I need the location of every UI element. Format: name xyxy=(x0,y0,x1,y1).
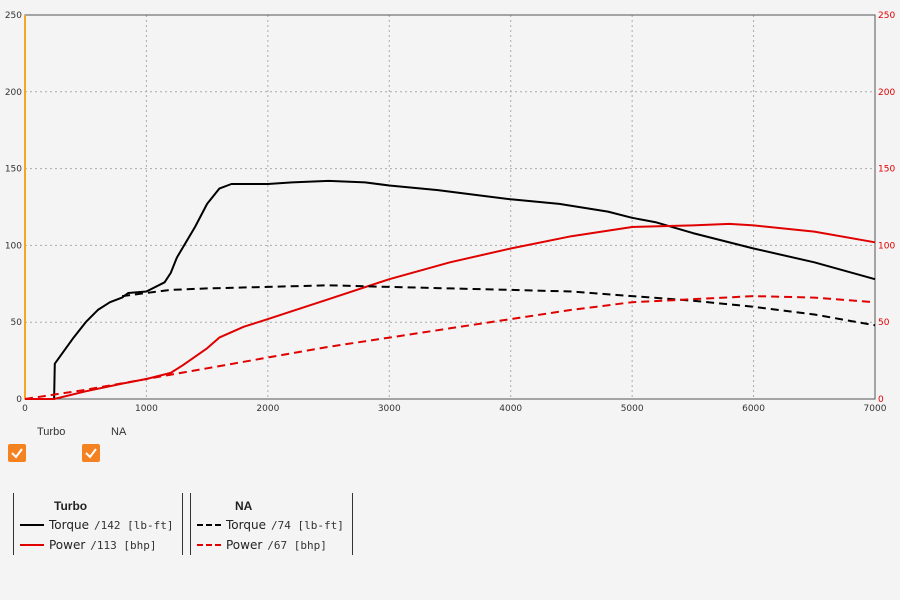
legend-turbo-power: Power /113 [bhp] xyxy=(20,537,157,553)
toggle-turbo-label: Turbo xyxy=(37,426,66,438)
plot-frame xyxy=(24,14,876,400)
legend-series-name: Power xyxy=(49,538,86,552)
x-tick-label: 4000 xyxy=(499,404,522,414)
legend-turbo-title: Turbo xyxy=(54,499,88,513)
legend-series-name: Power xyxy=(226,538,263,552)
turbo-power-line xyxy=(25,222,876,400)
y-right-tick-label: 250 xyxy=(878,11,895,21)
legend-swatch xyxy=(20,524,44,526)
left-band-marker[interactable] xyxy=(24,15,26,399)
x-tick-label: 5000 xyxy=(621,404,644,414)
y-right-tick-label: 200 xyxy=(878,88,895,98)
x-tick-label: 0 xyxy=(22,404,28,414)
checkmark-icon xyxy=(85,448,97,459)
legend-series-value: /113 [bhp] xyxy=(90,538,157,552)
x-tick-label: 6000 xyxy=(742,404,765,414)
series-toggles: Turbo NA xyxy=(0,422,200,472)
y-left-tick-label: 200 xyxy=(5,88,22,98)
y-right-tick-label: 100 xyxy=(878,241,895,251)
y-right-tick-label: 50 xyxy=(878,318,890,328)
legend-turbo-torque: Torque /142 [lb-ft] xyxy=(20,517,173,533)
legend-swatch xyxy=(197,524,221,526)
toggle-na-label: NA xyxy=(111,426,127,438)
x-tick-label: 1000 xyxy=(135,404,158,414)
grid xyxy=(25,15,875,399)
y-left-tick-label: 0 xyxy=(16,395,22,405)
legend-swatch xyxy=(197,544,221,546)
y-right-tick-label: 150 xyxy=(878,165,895,175)
x-tick-label: 2000 xyxy=(256,404,279,414)
turbo-torque-line xyxy=(25,179,876,400)
y-left-tick-label: 50 xyxy=(11,318,23,328)
legend-turbo: Turbo Torque /142 [lb-ft] Power /113 [bh… xyxy=(13,493,183,555)
na-power-line xyxy=(24,295,876,400)
y-left-tick-label: 250 xyxy=(5,11,22,21)
na-checkbox[interactable] xyxy=(82,444,100,462)
na-torque-line xyxy=(121,284,876,327)
legend-series-value: /74 [lb-ft] xyxy=(270,518,344,532)
series-layer xyxy=(24,179,876,400)
turbo-checkbox[interactable] xyxy=(8,444,26,462)
y-left-tick-label: 150 xyxy=(5,165,22,175)
x-tick-label: 3000 xyxy=(378,404,401,414)
x-tick-label: 7000 xyxy=(864,404,887,414)
legend-swatch xyxy=(20,544,44,546)
legend-na-power: Power /67 [bhp] xyxy=(197,537,327,553)
y-left-tick-label: 100 xyxy=(5,241,22,251)
legend-na-torque: Torque /74 [lb-ft] xyxy=(197,517,344,533)
legend-na: NA Torque /74 [lb-ft] Power /67 [bhp] xyxy=(190,493,353,555)
legend-series-name: Torque xyxy=(226,518,266,532)
legend-na-title: NA xyxy=(235,499,253,513)
legend-series-value: /67 [bhp] xyxy=(267,538,327,552)
y-right-tick-label: 0 xyxy=(878,395,884,405)
legend-series-name: Torque xyxy=(49,518,89,532)
legend-series-value: /142 [lb-ft] xyxy=(93,518,174,532)
checkmark-icon xyxy=(11,448,23,459)
